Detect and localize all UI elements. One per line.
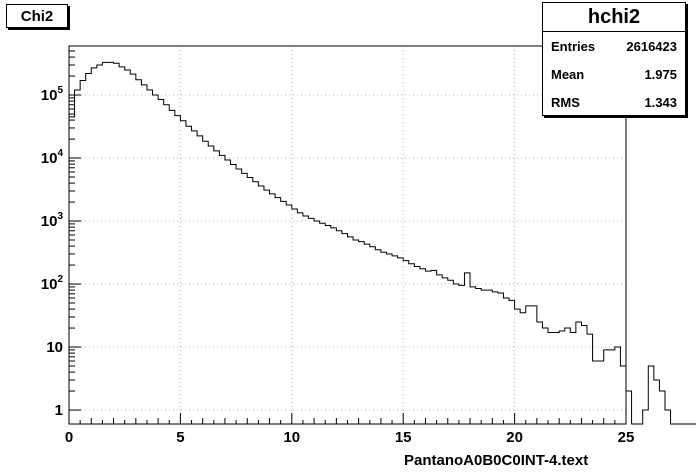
y-tick-label: 105 xyxy=(41,85,64,104)
stats-value: 2616423 xyxy=(626,38,677,54)
stats-row-rms: RMS 1.343 xyxy=(543,88,685,116)
stats-row-entries: Entries 2616423 xyxy=(543,32,685,60)
chart-title[interactable]: Chi2 xyxy=(6,4,68,28)
x-tick-label: 20 xyxy=(506,429,523,446)
stats-label: Mean xyxy=(551,66,585,82)
stats-label: Entries xyxy=(551,38,596,54)
x-tick-label: 0 xyxy=(65,429,73,446)
stats-box[interactable]: hchi2 Entries 2616423 Mean 1.975 RMS 1.3… xyxy=(542,2,686,116)
stats-row-mean: Mean 1.975 xyxy=(543,60,685,88)
x-tick-label: 5 xyxy=(176,429,184,446)
stats-value: 1.975 xyxy=(644,66,677,82)
y-tick-label: 1 xyxy=(55,402,63,419)
x-tick-label: 25 xyxy=(618,429,635,446)
grid-lines xyxy=(68,46,627,424)
x-axis-title: PantanoA0B0C0INT-4.text xyxy=(404,452,589,469)
x-tick-label: 10 xyxy=(283,429,300,446)
axes: 0 5 10 15 20 25 1 10 102 103 104 105 xyxy=(41,45,635,446)
histogram-series xyxy=(68,61,696,425)
y-tick-label: 104 xyxy=(41,148,64,167)
stats-value: 1.343 xyxy=(644,94,677,110)
y-tick-label: 102 xyxy=(41,274,64,293)
y-tick-label: 10 xyxy=(46,339,63,356)
x-tick-label: 15 xyxy=(395,429,412,446)
y-tick-label: 103 xyxy=(41,211,64,230)
stats-label: RMS xyxy=(551,94,580,110)
histogram-line xyxy=(68,61,696,425)
stats-histogram-name: hchi2 xyxy=(543,3,685,32)
